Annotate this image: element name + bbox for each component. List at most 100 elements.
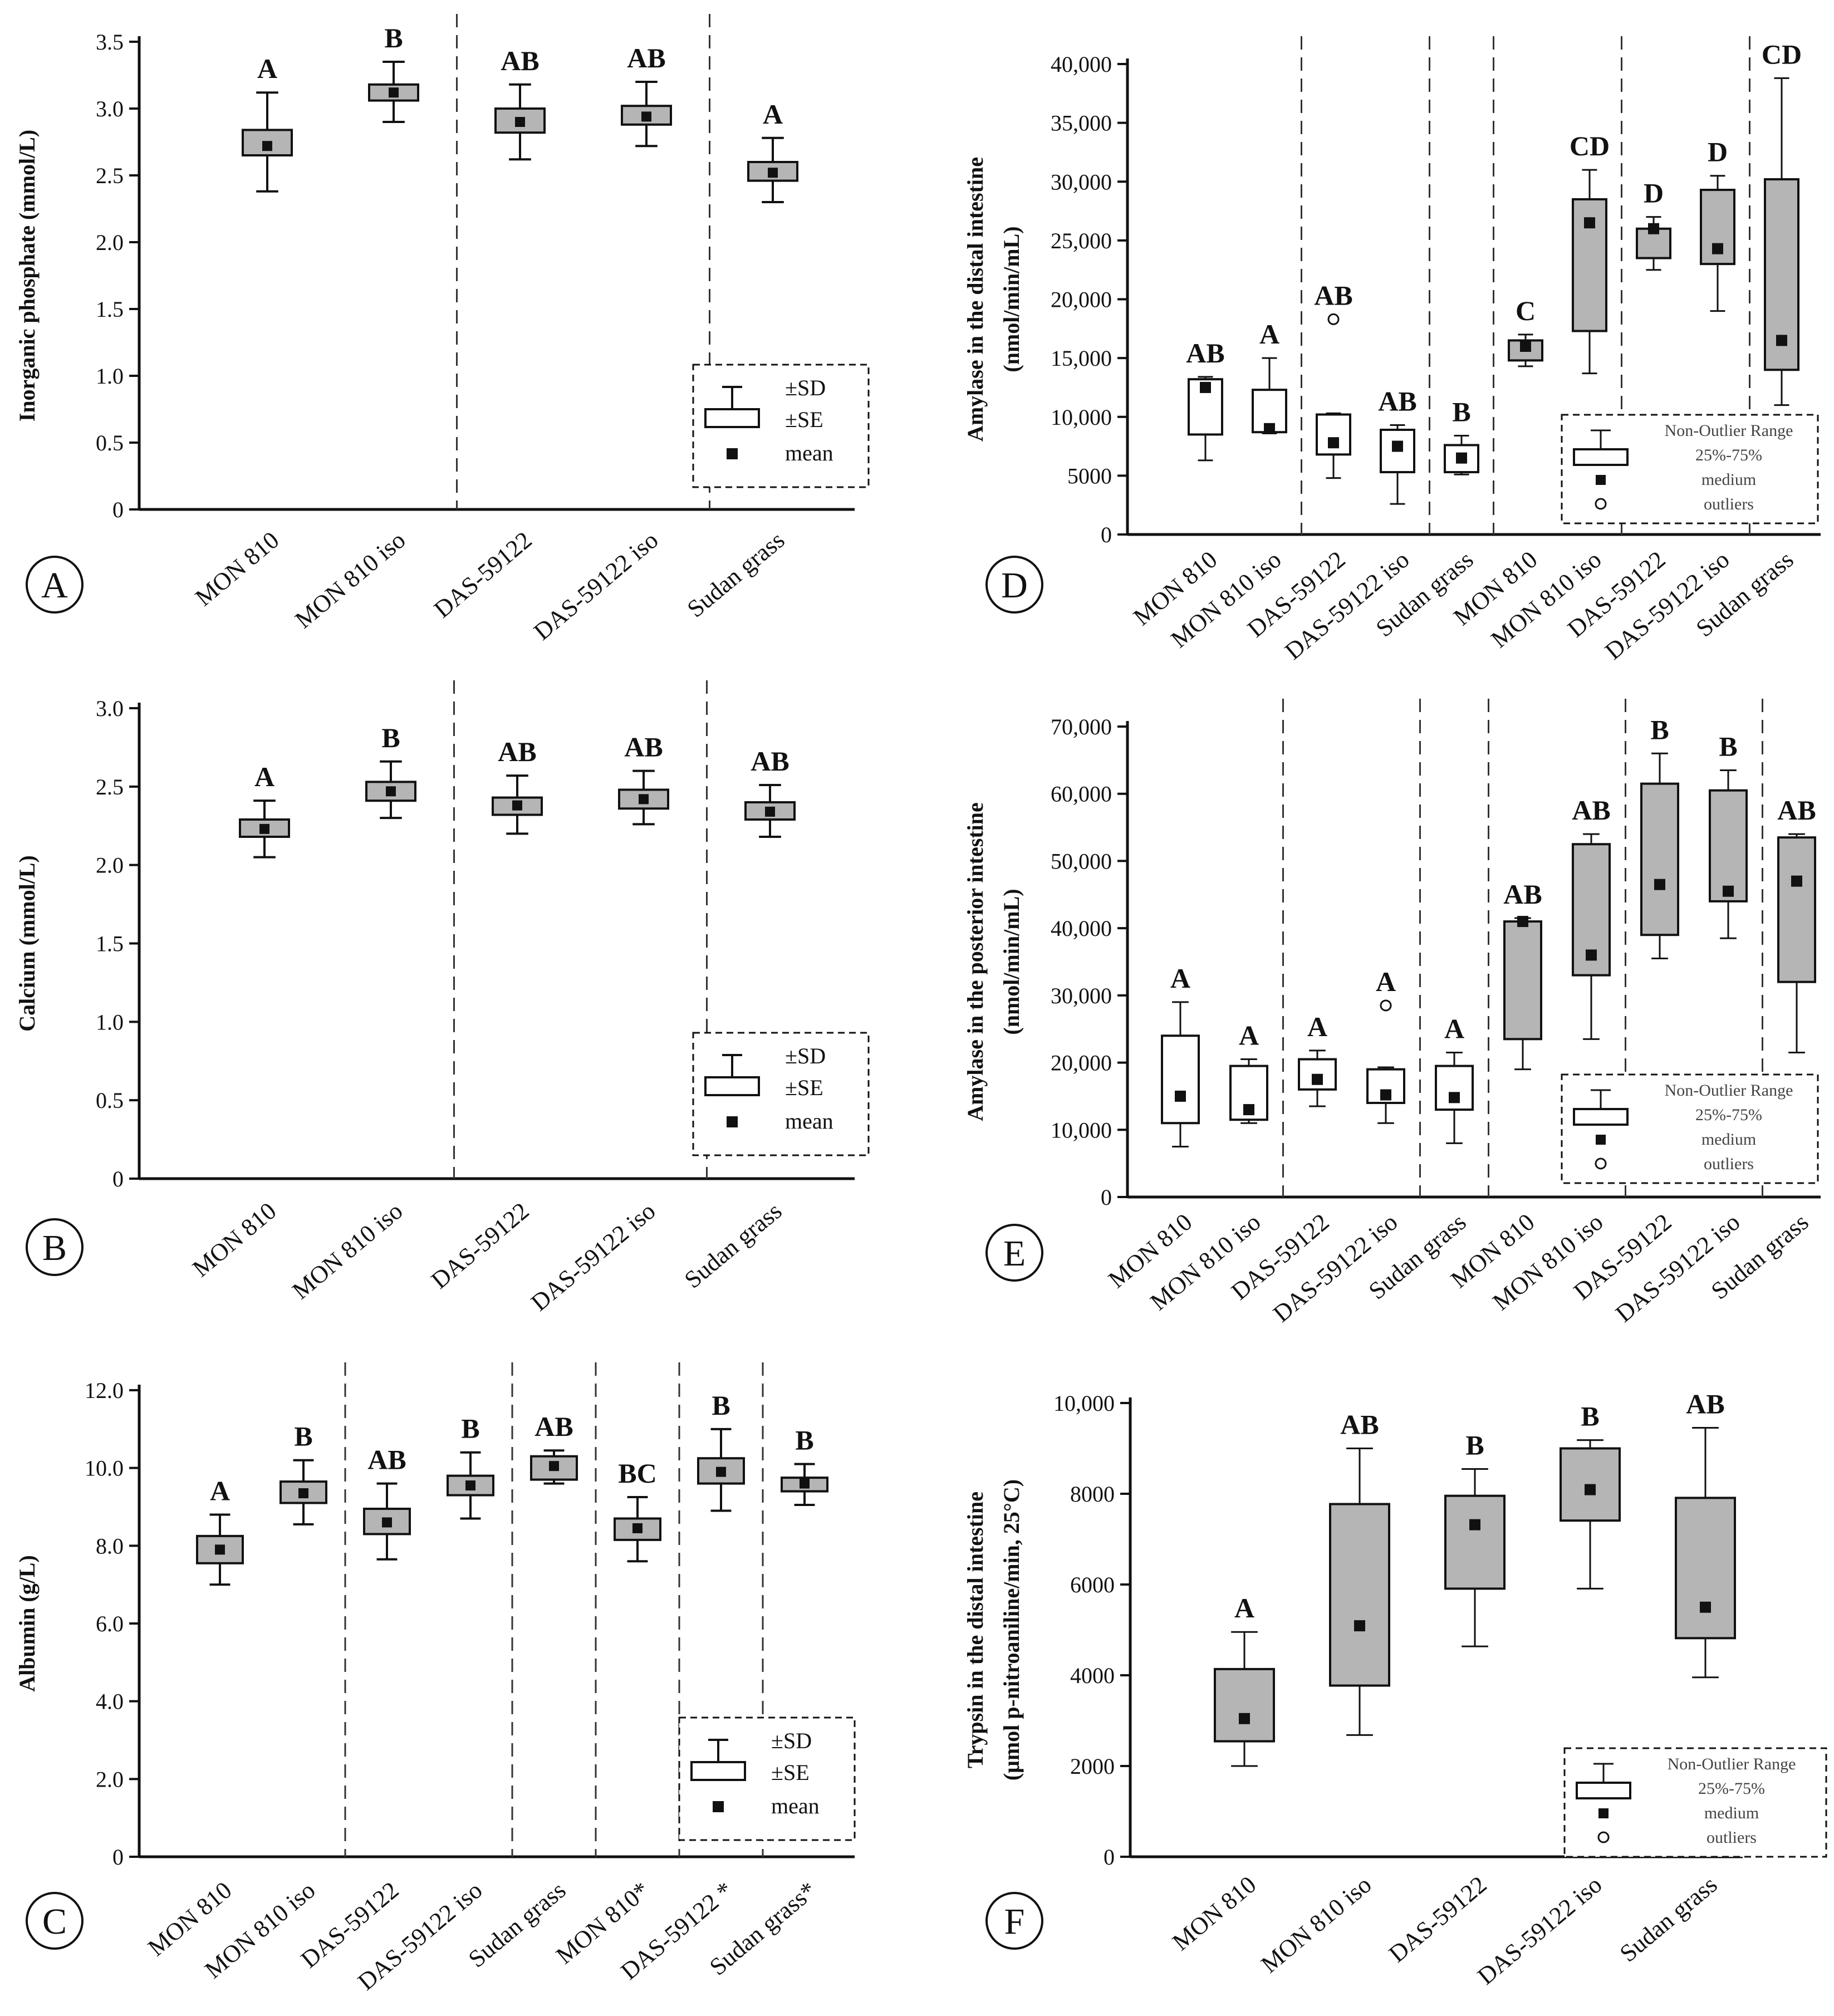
outlier-point — [1327, 313, 1340, 325]
y-tick-label: 30,000 — [1051, 983, 1112, 1008]
panel-letter-badge — [985, 1892, 1043, 1950]
y-tick-label: 15,000 — [1051, 346, 1112, 371]
series-8: B — [1640, 714, 1679, 959]
series-4: A — [1366, 966, 1405, 1124]
group-letter: B — [384, 22, 403, 53]
y-tick-label: 1.5 — [96, 297, 124, 322]
se-box — [494, 107, 546, 134]
y-axis-title: Trypsin in the distal intestine — [963, 1492, 988, 1768]
y-tick-label: 40,000 — [1051, 916, 1112, 941]
legend: Non-Outlier Range 25%-75% medium outliers — [1561, 414, 1819, 524]
legend-sd-label: ±SD — [771, 1728, 812, 1753]
mean-marker — [641, 111, 651, 122]
y-tick-label: 10,000 — [1051, 405, 1112, 430]
y-tick-label: 1.0 — [96, 364, 124, 389]
mean-marker — [389, 87, 399, 98]
y-tick-label: 1.5 — [96, 931, 124, 957]
group-letter: AB — [534, 1411, 573, 1442]
legend-sd-label: ±SD — [785, 1043, 826, 1068]
legend-outlier-label: outliers — [1704, 495, 1754, 513]
y-tick-label: 8.0 — [96, 1533, 124, 1558]
series-4: AB — [1378, 386, 1417, 505]
legend-sd-label: ±SD — [785, 375, 826, 400]
series-5: AB — [530, 1411, 578, 1485]
group-letter: AB — [498, 736, 536, 767]
group-letter: CD — [1762, 38, 1802, 70]
iqr-box — [1675, 1497, 1736, 1640]
outlier-point — [1380, 999, 1392, 1012]
legend-range-label: Non-Outlier Range — [1665, 1081, 1793, 1100]
legend-range-label: Non-Outlier Range — [1668, 1755, 1796, 1773]
median-marker — [1200, 381, 1211, 393]
iqr-box — [1316, 413, 1351, 456]
series-4: B — [447, 1413, 494, 1520]
series-6: BC — [614, 1458, 661, 1563]
group-letter: AB — [1378, 386, 1416, 417]
legend-outlier-label: outliers — [1706, 1828, 1757, 1847]
mean-marker — [512, 800, 522, 811]
y-tick-label: 70,000 — [1051, 714, 1112, 739]
x-tick-label: Sudan grass — [682, 526, 789, 622]
panel-letter: B — [42, 1228, 67, 1268]
median-marker — [1456, 452, 1467, 464]
x-tick-label: MON 810 — [1167, 1871, 1261, 1956]
panel-letter-badge — [26, 556, 84, 614]
series-2: B — [365, 722, 416, 820]
median-marker — [1243, 1104, 1254, 1116]
legend-outlier-marker — [1597, 1831, 1610, 1843]
series-3: AB — [363, 1444, 411, 1561]
series-10: CD — [1762, 38, 1802, 406]
y-tick-label: 20,000 — [1051, 287, 1112, 312]
panel-letter: A — [41, 565, 68, 606]
median-marker — [1585, 1484, 1596, 1495]
median-marker — [1312, 1073, 1323, 1085]
group-letter: A — [1376, 966, 1396, 997]
y-tick-label: 0 — [112, 1166, 124, 1191]
legend-mean-marker — [713, 1801, 724, 1812]
series-2: A — [1229, 1020, 1268, 1124]
mean-marker — [716, 1466, 726, 1477]
series-9: B — [1709, 730, 1748, 939]
series-1: A — [196, 1475, 244, 1586]
series-1: A — [1161, 963, 1200, 1147]
group-letter: AB — [751, 745, 789, 777]
median-marker — [1239, 1713, 1250, 1724]
series-5: AB — [744, 745, 796, 838]
legend-mean-marker — [727, 448, 738, 459]
series-7: B — [697, 1390, 745, 1512]
mean-marker — [382, 1517, 392, 1528]
x-tick-label: MON 810 iso — [290, 526, 411, 634]
panel-letter-badge — [26, 1892, 84, 1950]
median-marker — [1328, 437, 1339, 449]
median-marker — [1354, 1620, 1365, 1632]
series-7: CD — [1570, 130, 1610, 375]
iqr-box — [1777, 836, 1816, 983]
iqr-box — [1503, 920, 1542, 1041]
x-tick-label: DAS-59122 iso — [1472, 1871, 1607, 1990]
legend-mean-marker — [727, 1116, 738, 1127]
group-letter: AB — [501, 45, 539, 76]
y-tick-label: 10.0 — [85, 1456, 124, 1481]
group-letter: A — [1259, 318, 1279, 350]
group-letter: B — [712, 1390, 730, 1421]
y-tick-label: 20,000 — [1051, 1051, 1112, 1076]
series-4: AB — [621, 42, 672, 148]
x-tick-label: MON 810 iso — [287, 1197, 408, 1304]
legend-iqr-box — [1573, 1108, 1629, 1126]
group-letter: D — [1708, 136, 1728, 168]
mean-marker — [259, 823, 269, 834]
y-tick-label: 2.0 — [96, 230, 124, 255]
x-tick-label: Sudan grass — [1615, 1871, 1722, 1967]
y-tick-label: 0 — [1101, 1185, 1112, 1210]
group-letter: A — [1307, 1011, 1327, 1042]
series-2: B — [368, 22, 419, 123]
y-axis-title: Amylase in the distal intestine — [963, 157, 988, 442]
iqr-box — [1329, 1503, 1390, 1687]
legend: ±SD ±SE mean — [692, 364, 870, 488]
group-letter: A — [257, 53, 277, 84]
legend-median-label: medium — [1704, 1804, 1759, 1822]
y-tick-label: 50,000 — [1051, 848, 1112, 874]
group-letter: AB — [1572, 794, 1610, 826]
group-letter: B — [1452, 396, 1470, 428]
